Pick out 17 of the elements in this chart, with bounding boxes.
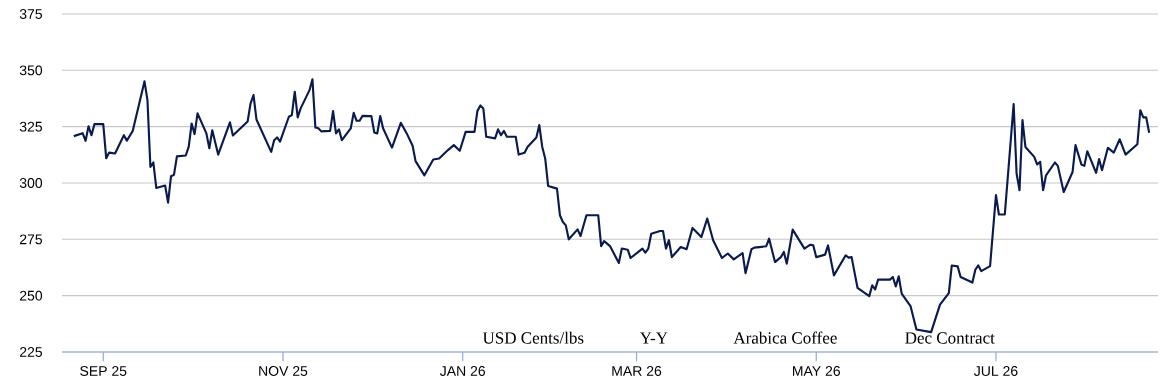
y-tick-label: 300: [19, 178, 43, 188]
annotation: Y-Y: [639, 332, 668, 344]
y-tick-label: 325: [19, 121, 43, 132]
y-tick-label: 275: [19, 234, 43, 245]
x-tick-label: MAR 26: [612, 366, 662, 376]
x-tick-label: MAY 26: [793, 366, 840, 376]
x-tick-label: JUL 26: [973, 366, 1018, 376]
x-tick-label: NOV 25: [259, 366, 308, 376]
y-tick-label: 350: [19, 65, 43, 76]
y-tick-label: 225: [19, 347, 43, 357]
annotation: Arabica Coffee: [733, 331, 837, 344]
x-tick-label: SEP 25: [80, 366, 127, 376]
y-tick-label: 375: [19, 9, 43, 19]
annotation: USD Cents/lbs: [482, 331, 584, 344]
x-tick-label: JAN 26: [439, 366, 486, 376]
annotation: Dec Contract: [905, 332, 995, 344]
y-tick-label: 250: [19, 290, 43, 301]
